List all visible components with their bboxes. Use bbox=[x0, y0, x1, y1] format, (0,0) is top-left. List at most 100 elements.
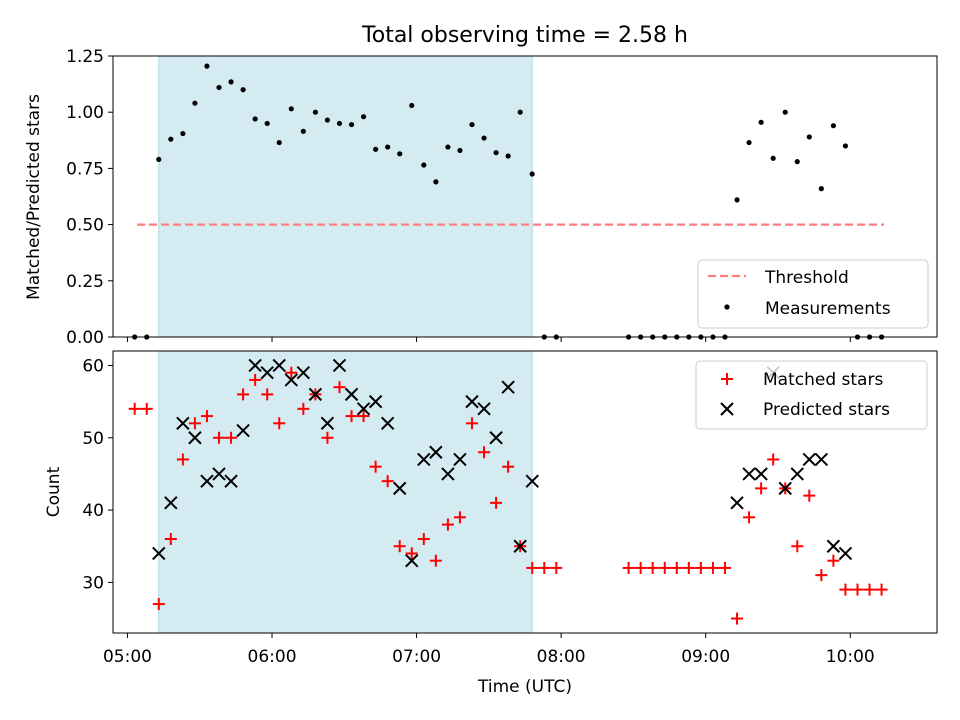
predicted-star-point bbox=[152, 546, 166, 561]
predicted-star-point bbox=[284, 373, 298, 387]
bottom-x-ticks: 05:00 06:00 07:00 08:00 09:00 10:00 bbox=[103, 633, 875, 667]
matched-star-point bbox=[502, 460, 515, 473]
measurement-point bbox=[360, 114, 367, 120]
measurement-point bbox=[264, 120, 270, 127]
matched-star-point bbox=[550, 561, 563, 574]
predicted-star-point bbox=[368, 394, 383, 409]
bottom-legend-box bbox=[695, 360, 928, 430]
matched-star-point bbox=[188, 417, 201, 430]
x-tick-label: 10:00 bbox=[826, 647, 875, 667]
x-tick-label: 09:00 bbox=[681, 647, 730, 667]
measurement-point bbox=[373, 146, 379, 152]
measurement-point bbox=[782, 109, 788, 115]
measurement-point bbox=[517, 109, 523, 115]
predicted-star-point bbox=[320, 416, 335, 431]
matched-star-point bbox=[297, 402, 310, 415]
predicted-star-point bbox=[754, 467, 768, 481]
measurement-point bbox=[204, 63, 210, 69]
matched-star-point bbox=[670, 561, 683, 574]
predicted-star-point bbox=[308, 387, 323, 402]
predicted-star-point bbox=[164, 496, 178, 510]
bottom-observing-window-span bbox=[158, 350, 533, 634]
matched-star-point bbox=[875, 583, 888, 596]
top-y-tick-label: 1.25 bbox=[66, 47, 104, 67]
predicted-star-point bbox=[417, 452, 431, 467]
measurement-point bbox=[385, 144, 391, 150]
measurement-point bbox=[469, 121, 475, 128]
predicted-star-point bbox=[356, 402, 371, 416]
measurement-point bbox=[168, 136, 174, 142]
measurement-point bbox=[818, 186, 824, 192]
matched-star-point bbox=[200, 410, 213, 423]
predicted-star-point bbox=[453, 452, 467, 467]
predicted-star-point bbox=[465, 394, 479, 409]
matched-star-point bbox=[465, 417, 478, 430]
predicted-star-point bbox=[513, 539, 527, 553]
matched-star-point bbox=[273, 417, 286, 430]
predicted-star-point bbox=[224, 474, 238, 488]
matched-star-point bbox=[743, 511, 756, 524]
measurement-point bbox=[252, 116, 258, 122]
matched-star-point bbox=[164, 533, 177, 545]
top-y-tick-label: 0.00 bbox=[66, 328, 104, 348]
measurement-point bbox=[842, 143, 849, 149]
matched-star-point bbox=[791, 540, 804, 553]
predicted-star-point bbox=[790, 467, 804, 481]
measurement-point bbox=[433, 179, 439, 185]
predicted-star-point bbox=[272, 358, 286, 373]
predicted-star-point bbox=[742, 467, 756, 481]
bottom-legend: Matched stars Predicted stars bbox=[695, 360, 928, 430]
predicted-star-point bbox=[441, 467, 455, 481]
matched-star-point bbox=[405, 547, 418, 560]
matched-star-point bbox=[827, 554, 840, 567]
measurement-point bbox=[397, 151, 403, 157]
top-legend-box bbox=[697, 259, 929, 329]
bottom-y-tick-label: 50 bbox=[82, 429, 104, 449]
measurement-point bbox=[734, 197, 740, 203]
measurement-point bbox=[300, 128, 306, 134]
matched-star-point bbox=[357, 410, 370, 423]
bottom-y-tick-label: 60 bbox=[82, 356, 104, 376]
matched-star-point bbox=[694, 561, 707, 574]
measurement-point bbox=[288, 106, 294, 112]
predicted-star-point bbox=[501, 380, 515, 394]
matched-star-point bbox=[261, 388, 274, 401]
matched-star-point bbox=[731, 612, 744, 625]
x-tick-label: 05:00 bbox=[103, 647, 152, 667]
measurement-point bbox=[493, 150, 499, 156]
predicted-star-point bbox=[296, 365, 311, 380]
matched-star-point bbox=[453, 511, 466, 524]
matched-star-point bbox=[441, 518, 454, 531]
matched-star-point bbox=[285, 366, 298, 379]
measurement-point bbox=[445, 144, 451, 150]
matched-star-point bbox=[417, 533, 430, 545]
bottom-y-axis-label: Count bbox=[44, 466, 64, 517]
matched-star-point bbox=[839, 583, 852, 596]
predicted-star-point bbox=[405, 553, 419, 568]
predicted-star-point bbox=[200, 474, 214, 488]
bottom-y-tick-label: 30 bbox=[82, 573, 104, 593]
measurement-point bbox=[312, 109, 318, 115]
matched-star-point bbox=[478, 446, 491, 459]
matched-star-point bbox=[333, 381, 346, 394]
matched-star-point bbox=[851, 583, 864, 596]
measurement-point bbox=[529, 171, 535, 177]
matched-star-point bbox=[706, 561, 719, 574]
predicted-star-point bbox=[826, 539, 841, 553]
matched-star-point bbox=[767, 453, 780, 466]
top-y-tick-label: 0.75 bbox=[66, 159, 104, 179]
matched-star-point bbox=[249, 373, 262, 386]
measurement-point bbox=[830, 123, 836, 129]
predicted-star-point bbox=[176, 416, 190, 431]
x-axis-label: Time (UTC) bbox=[477, 677, 572, 697]
measurement-point bbox=[505, 153, 511, 159]
matched-star-point bbox=[345, 410, 358, 423]
x-tick-label: 06:00 bbox=[248, 647, 297, 667]
matched-star-point bbox=[803, 489, 816, 502]
top-y-tick-label: 1.00 bbox=[66, 103, 104, 123]
measurement-point bbox=[746, 139, 752, 146]
top-y-tick-label: 0.50 bbox=[66, 216, 104, 236]
measurement-point bbox=[806, 134, 812, 140]
